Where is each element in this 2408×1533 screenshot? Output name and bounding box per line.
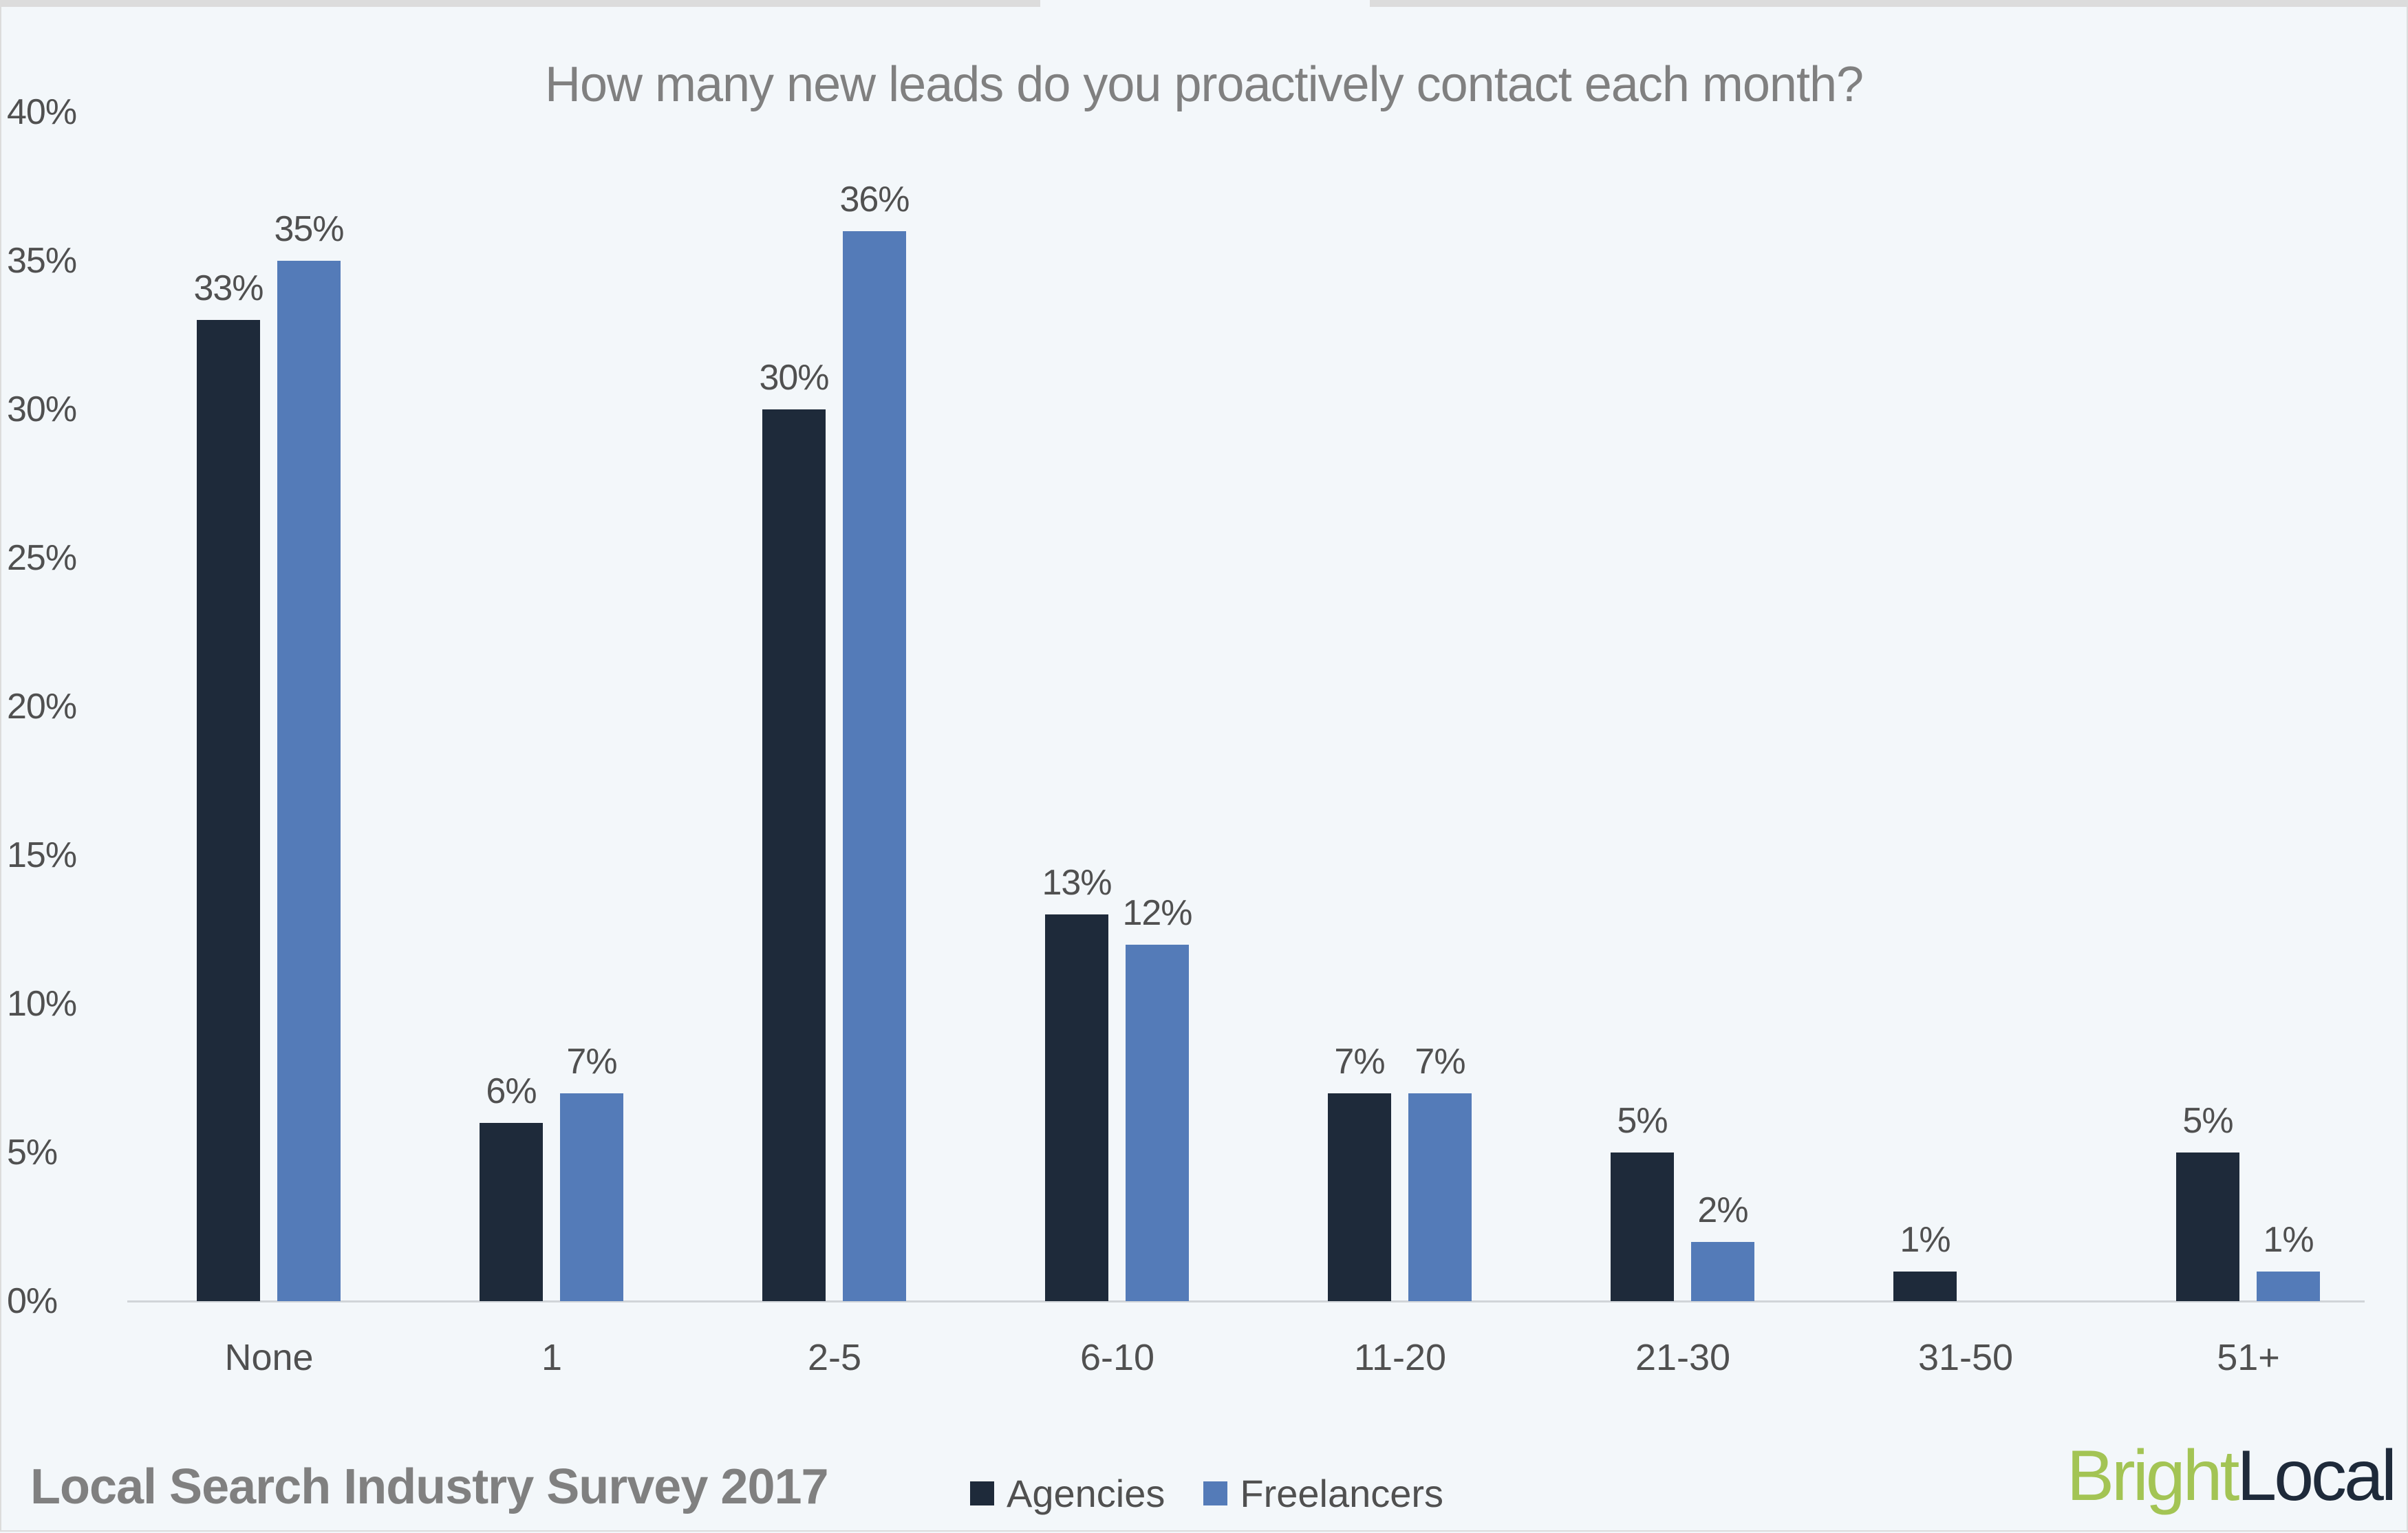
data-label: 13%: [1042, 863, 1112, 903]
data-label: 2%: [1697, 1190, 1748, 1230]
y-tick-label: 25%: [7, 538, 77, 578]
y-tick-label: 20%: [7, 687, 77, 727]
top-border-left: [0, 0, 1040, 7]
data-label: 12%: [1122, 892, 1192, 933]
legend-item-freelancers: Freelancers: [1203, 1471, 1443, 1516]
x-tick-label: 6-10: [1079, 1337, 1155, 1378]
data-label: 5%: [1617, 1101, 1668, 1141]
legend: Agencies Freelancers: [970, 1471, 1482, 1516]
x-tick-label: 2-5: [807, 1337, 862, 1378]
data-label: 35%: [274, 209, 344, 249]
data-label: 30%: [759, 358, 829, 398]
data-label: 33%: [193, 268, 264, 309]
data-label: 5%: [2182, 1101, 2233, 1141]
bar-agencies-51+: [2176, 1153, 2239, 1301]
bar-freelancers-51+: [2257, 1271, 2320, 1301]
y-tick-label: 35%: [7, 241, 77, 281]
y-tick-label: 30%: [7, 389, 77, 429]
x-axis-line: [127, 1300, 2365, 1302]
legend-label-agencies: Agencies: [1007, 1472, 1165, 1515]
logo-bright: Bright: [2066, 1436, 2240, 1516]
data-label: 1%: [1900, 1219, 1950, 1260]
y-tick-label: 5%: [7, 1133, 58, 1172]
bar-agencies-None: [197, 320, 260, 1301]
bar-freelancers-11-20: [1408, 1093, 1472, 1301]
x-tick-label: 11-20: [1353, 1337, 1447, 1378]
top-border-right: [1370, 0, 2408, 7]
chart-title: How many new leads do you proactively co…: [544, 57, 1864, 112]
bar-agencies-6-10: [1045, 914, 1108, 1301]
data-label: 6%: [486, 1071, 537, 1111]
bar-agencies-2-5: [762, 409, 826, 1301]
bar-agencies-21-30: [1611, 1153, 1674, 1301]
data-label: 7%: [1334, 1041, 1385, 1082]
data-label: 7%: [1415, 1041, 1465, 1082]
y-tick-label: 10%: [7, 984, 77, 1024]
legend-swatch-agencies: [970, 1481, 994, 1505]
legend-label-freelancers: Freelancers: [1240, 1472, 1444, 1515]
data-label: 36%: [839, 179, 910, 219]
brightlocal-logo: BrightLocal: [2066, 1436, 2397, 1516]
legend-item-agencies: Agencies: [970, 1471, 1165, 1516]
x-tick-label: 21-30: [1635, 1337, 1731, 1378]
logo-local: Local: [2237, 1436, 2397, 1516]
x-tick-label: 1: [541, 1337, 563, 1378]
legend-swatch-freelancers: [1203, 1481, 1228, 1505]
bar-freelancers-2-5: [843, 231, 906, 1301]
y-tick-label: 0%: [7, 1281, 58, 1321]
x-tick-label: 31-50: [1917, 1337, 2014, 1378]
y-tick-label: 40%: [7, 92, 77, 132]
bar-agencies-11-20: [1328, 1093, 1391, 1301]
survey-title: Local Search Industry Survey 2017: [30, 1459, 829, 1514]
bar-freelancers-21-30: [1691, 1241, 1754, 1301]
data-label: 7%: [566, 1041, 617, 1082]
x-tick-label: 51+: [2217, 1337, 2280, 1378]
bar-freelancers-1: [560, 1093, 623, 1301]
data-label: 1%: [2263, 1219, 2314, 1260]
bar-freelancers-6-10: [1126, 944, 1189, 1301]
bar-freelancers-None: [277, 261, 341, 1301]
x-tick-label: None: [224, 1337, 314, 1378]
bar-agencies-31-50: [1893, 1271, 1957, 1301]
y-tick-label: 15%: [7, 835, 77, 875]
bar-agencies-1: [480, 1122, 543, 1301]
